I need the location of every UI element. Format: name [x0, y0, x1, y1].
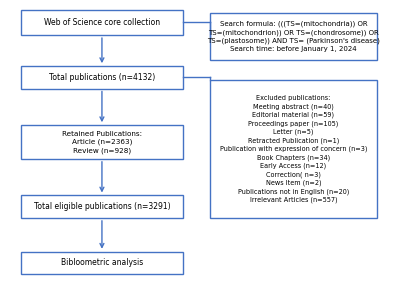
Text: Web of Science core collection: Web of Science core collection — [44, 18, 160, 27]
FancyBboxPatch shape — [21, 195, 183, 218]
Text: Total eligible publications (n=3291): Total eligible publications (n=3291) — [34, 202, 170, 211]
FancyBboxPatch shape — [21, 125, 183, 159]
Text: Total publications (n=4132): Total publications (n=4132) — [49, 73, 155, 82]
FancyBboxPatch shape — [21, 252, 183, 274]
Text: Excluded publications:
Meeting abstract (n=40)
Editorial material (n=59)
Proceed: Excluded publications: Meeting abstract … — [220, 95, 367, 203]
Text: Retained Publications:
Article (n=2363)
Review (n=928): Retained Publications: Article (n=2363) … — [62, 131, 142, 153]
FancyBboxPatch shape — [210, 80, 376, 218]
Text: Search formula: (((TS=(mitochondria)) OR
TS=(mitochondrion)) OR TS=(chondrosome): Search formula: (((TS=(mitochondria)) OR… — [207, 21, 380, 52]
FancyBboxPatch shape — [21, 66, 183, 89]
FancyBboxPatch shape — [21, 10, 183, 35]
Text: Bibloometric analysis: Bibloometric analysis — [61, 258, 143, 268]
FancyBboxPatch shape — [210, 12, 376, 60]
